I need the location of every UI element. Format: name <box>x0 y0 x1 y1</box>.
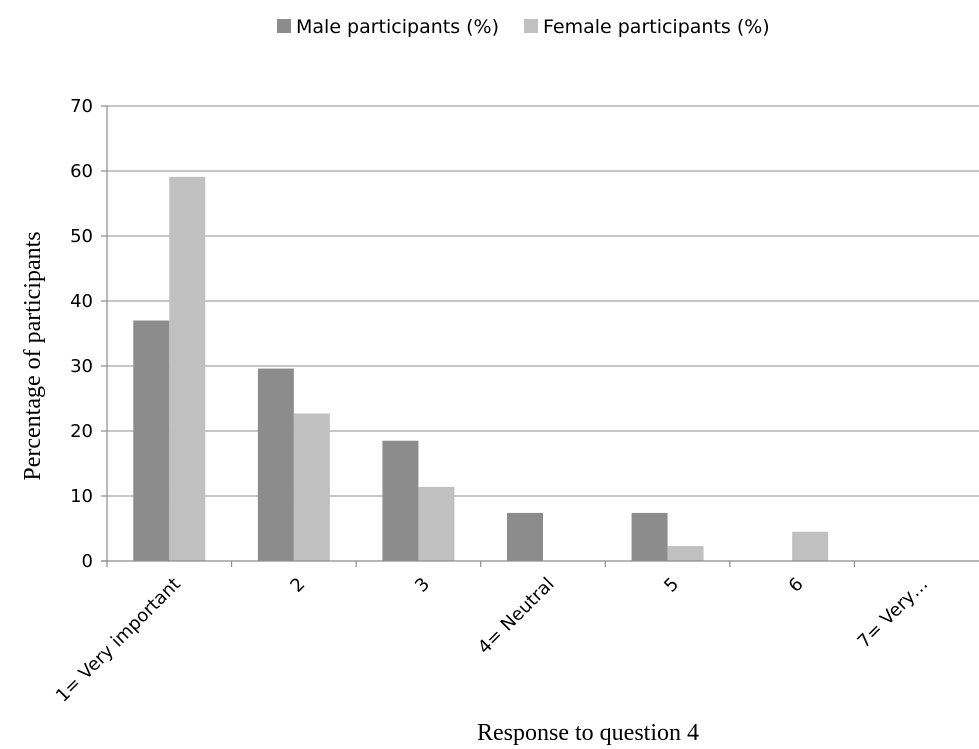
bar-female-6 <box>792 531 829 561</box>
bar-male-3 <box>382 440 419 561</box>
y-tick-label: 30 <box>70 356 93 377</box>
y-tick-label: 0 <box>82 551 93 572</box>
bar-male-5 <box>631 512 668 561</box>
legend-swatch-male <box>277 19 291 33</box>
x-tick-label: 5 <box>660 574 683 597</box>
y-tick-label: 40 <box>70 291 93 312</box>
y-axis-title: Percentage of participants <box>20 231 46 480</box>
y-tick-label: 50 <box>70 226 93 247</box>
legend-label-female: Female participants (%) <box>543 16 770 38</box>
bar-male-4 <box>507 512 543 561</box>
x-axis-title: Response to question 4 <box>477 720 699 746</box>
bar-female-2 <box>293 413 330 561</box>
x-axis-ticks: 1= Very important 2 3 4= Neutral 5 6 7= Very… <box>52 561 932 707</box>
x-tick-label: 1= Very important <box>52 574 185 707</box>
x-tick-label: 3 <box>411 574 434 597</box>
legend: Male participants (%) Female participant… <box>277 16 770 38</box>
bar-female-3 <box>418 486 455 561</box>
legend-label-male: Male participants (%) <box>296 16 499 38</box>
bar-female-1 <box>169 176 206 561</box>
bars <box>133 176 829 561</box>
bar-male-2 <box>257 368 294 561</box>
axes <box>101 106 979 562</box>
y-tick-label: 70 <box>70 96 93 117</box>
bar-female-5 <box>667 546 704 561</box>
y-axis-ticks: 0 10 20 30 40 50 60 70 <box>70 96 107 572</box>
legend-swatch-female <box>524 19 538 33</box>
gridlines <box>107 105 979 497</box>
x-tick-label: 4= Neutral <box>474 574 559 659</box>
bar-male-1 <box>133 320 170 561</box>
y-tick-label: 20 <box>70 421 93 442</box>
x-tick-label: 6 <box>785 574 808 597</box>
y-tick-label: 10 <box>70 486 93 507</box>
x-tick-label: 2 <box>286 574 309 597</box>
x-tick-label: 7= Very… <box>854 574 933 653</box>
y-tick-label: 60 <box>70 161 93 182</box>
